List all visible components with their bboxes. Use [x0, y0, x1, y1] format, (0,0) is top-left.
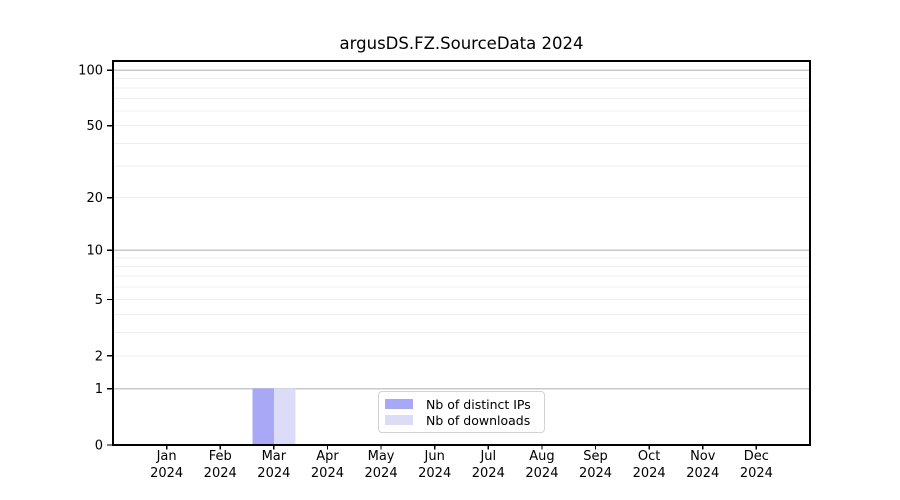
bar	[273, 388, 296, 445]
legend-row: Nb of distinct IPs	[385, 396, 537, 412]
y-tick-label: 1	[95, 382, 103, 397]
legend-label: Nb of downloads	[426, 412, 531, 428]
x-tick-label-year: 2024	[525, 466, 558, 481]
x-tick-label-month: Feb	[209, 449, 232, 464]
plot-border	[112, 60, 811, 446]
y-tick-label: 10	[86, 244, 103, 259]
x-tick-label-month: Jul	[479, 449, 496, 464]
x-tick-label-month: Nov	[690, 449, 716, 464]
x-tick-label-year: 2024	[257, 466, 290, 481]
x-tick-label-month: Sep	[583, 449, 608, 464]
y-tick-label: 5	[95, 293, 103, 308]
legend-row: Nb of downloads	[385, 412, 537, 428]
x-tick-label-month: Oct	[638, 449, 660, 464]
x-tick-label-month: Aug	[529, 449, 554, 464]
x-tick-label-month: Dec	[744, 449, 769, 464]
x-tick-label-year: 2024	[579, 466, 612, 481]
legend-swatch	[385, 399, 413, 409]
y-tick-label: 50	[86, 119, 103, 134]
y-tick-label: 2	[95, 349, 103, 364]
x-tick-label-year: 2024	[311, 466, 344, 481]
x-tick-label-month: Apr	[316, 449, 339, 464]
x-tick-label-year: 2024	[633, 466, 666, 481]
legend-label: Nb of distinct IPs	[426, 396, 531, 412]
chart-legend: Nb of distinct IPs Nb of downloads	[378, 391, 545, 433]
x-tick-label-month: Mar	[262, 449, 287, 464]
x-tick-label-month: Jan	[156, 449, 177, 464]
y-tick-label: 100	[78, 64, 103, 79]
y-tick-label: 20	[86, 191, 103, 206]
bar	[252, 388, 274, 445]
chart-title: argusDS.FZ.SourceData 2024	[339, 34, 584, 53]
legend-swatch	[385, 415, 413, 425]
x-tick-label-year: 2024	[686, 466, 719, 481]
x-tick-label-year: 2024	[472, 466, 505, 481]
x-tick-label-year: 2024	[418, 466, 451, 481]
x-tick-label-year: 2024	[204, 466, 237, 481]
x-tick-label-year: 2024	[365, 466, 398, 481]
x-tick-label-month: May	[368, 449, 395, 464]
x-tick-label-year: 2024	[150, 466, 183, 481]
x-tick-label-month: Jun	[424, 449, 445, 464]
x-tick-label-year: 2024	[740, 466, 773, 481]
y-tick-label: 0	[95, 439, 103, 454]
